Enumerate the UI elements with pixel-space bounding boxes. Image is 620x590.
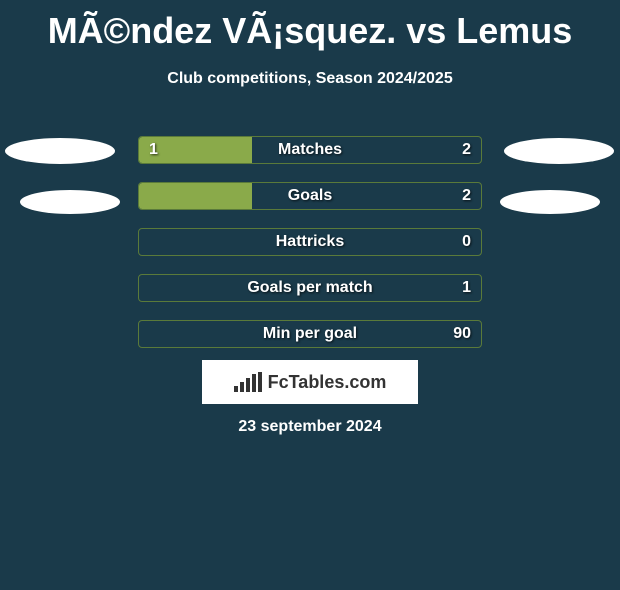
chart-area: 1Matches2Goals2Hattricks0Goals per match…: [0, 128, 620, 378]
stat-bar-label: Matches: [139, 137, 481, 163]
stat-bar-row: Goals2: [138, 182, 482, 210]
stat-bar-right-value: 1: [462, 275, 471, 301]
stat-bar-row: 1Matches2: [138, 136, 482, 164]
logo-text: FcTables.com: [268, 372, 387, 393]
decorative-ellipse: [500, 190, 600, 214]
stat-bar-row: Goals per match1: [138, 274, 482, 302]
stat-bar-row: Hattricks0: [138, 228, 482, 256]
stat-bar-right-value: 2: [462, 183, 471, 209]
chart-subtitle: Club competitions, Season 2024/2025: [0, 70, 620, 88]
stat-bar-right-value: 0: [462, 229, 471, 255]
date-text: 23 september 2024: [0, 418, 620, 436]
logo-box: FcTables.com: [202, 360, 418, 404]
chart-title: MÃ©ndez VÃ¡squez. vs Lemus: [0, 10, 620, 52]
stat-bar-label: Goals per match: [139, 275, 481, 301]
stat-bar-row: Min per goal90: [138, 320, 482, 348]
stat-bar-label: Goals: [139, 183, 481, 209]
stat-bar-right-value: 90: [453, 321, 471, 347]
bar-chart-icon: [234, 372, 262, 392]
stat-bar-right-value: 2: [462, 137, 471, 163]
stat-bar-label: Min per goal: [139, 321, 481, 347]
stat-bar-label: Hattricks: [139, 229, 481, 255]
decorative-ellipse: [5, 138, 115, 164]
decorative-ellipse: [504, 138, 614, 164]
decorative-ellipse: [20, 190, 120, 214]
